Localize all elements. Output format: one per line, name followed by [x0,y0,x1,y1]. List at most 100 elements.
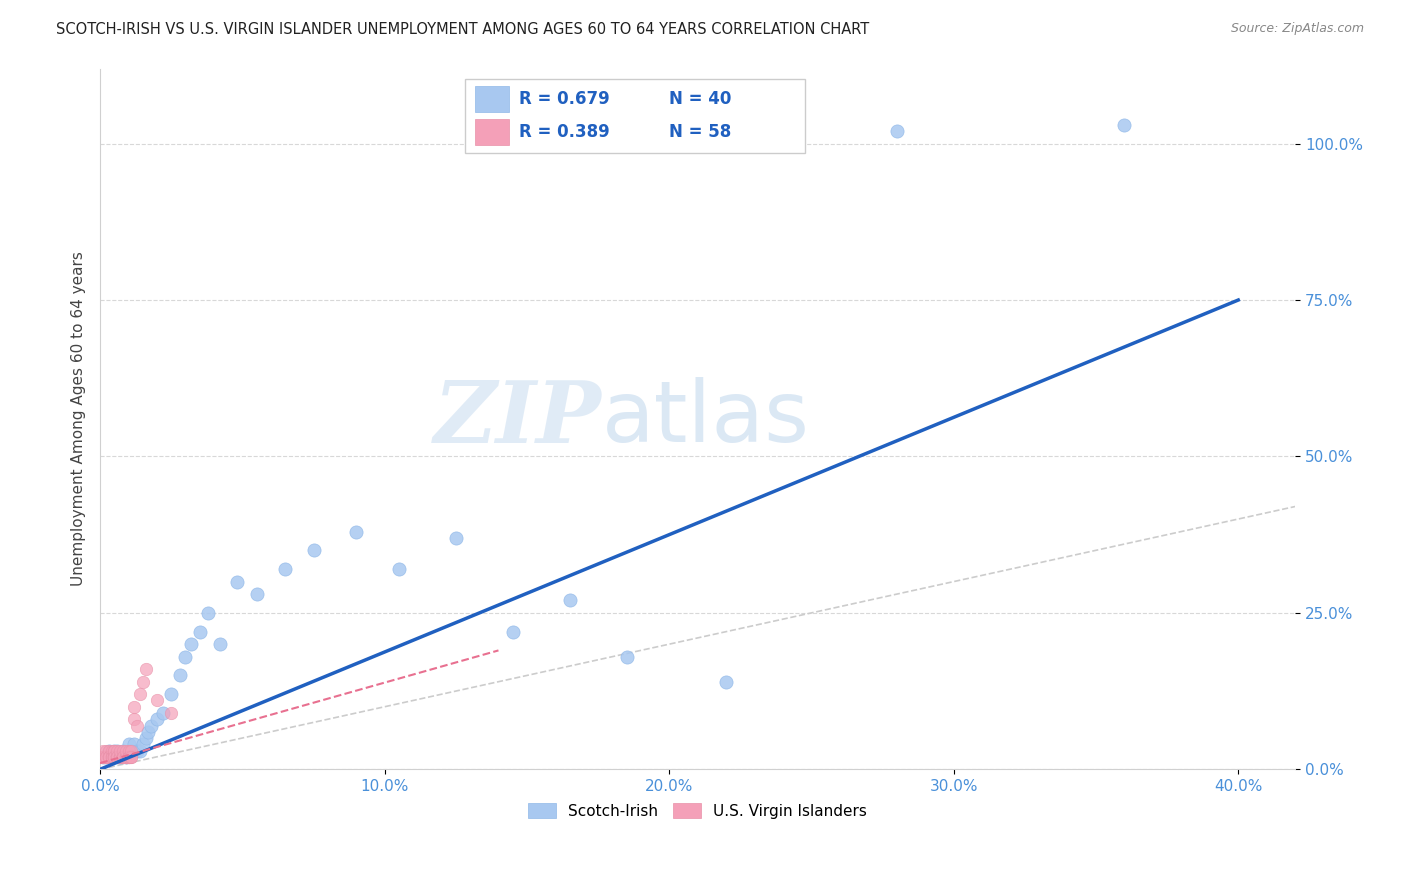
Point [197,606,219,620]
Point [103,749,125,764]
Point [103,743,125,757]
Point [97,743,120,757]
Point [103,749,125,764]
Y-axis label: Unemployment Among Ages 60 to 64 years: Unemployment Among Ages 60 to 64 years [72,252,86,586]
Point [246,587,269,601]
Point [117,749,139,764]
Point [120,743,142,757]
Text: SCOTCH-IRISH VS U.S. VIRGIN ISLANDER UNEMPLOYMENT AMONG AGES 60 TO 64 YEARS CORR: SCOTCH-IRISH VS U.S. VIRGIN ISLANDER UNE… [56,22,869,37]
Point [208,637,231,651]
Point [91,749,114,764]
Point [886,124,908,138]
Point [97,743,120,757]
Point [100,749,122,764]
Point [100,743,122,757]
Point [111,749,134,764]
Point [94,749,117,764]
Point [117,749,139,764]
Point [108,749,131,764]
Point [122,737,145,751]
Point [141,718,163,732]
Point [111,749,134,764]
Point [120,743,142,757]
Point [103,749,125,764]
Point [138,724,160,739]
Point [122,699,145,714]
Legend: Scotch-Irish, U.S. Virgin Islanders: Scotch-Irish, U.S. Virgin Islanders [522,797,873,825]
Point [146,693,169,707]
Point [146,712,169,726]
Point [108,749,131,764]
Point [120,749,142,764]
Point [105,743,128,757]
Point [111,743,134,757]
Point [91,743,114,757]
Point [105,743,128,757]
Point [225,574,247,589]
Point [122,712,145,726]
Point [117,737,139,751]
Point [97,749,120,764]
Point [111,743,134,757]
Point [274,562,297,576]
Point [135,662,157,676]
Point [114,743,136,757]
Point [103,749,125,764]
Point [108,749,131,764]
Point [91,749,114,764]
Point [117,743,139,757]
Point [114,749,136,764]
Point [100,749,122,764]
Point [114,749,136,764]
Point [127,718,149,732]
Point [152,706,174,720]
Point [91,749,114,764]
Point [111,749,134,764]
Point [117,749,139,764]
Point [105,749,128,764]
Point [129,687,152,701]
Point [616,649,638,664]
Point [103,743,125,757]
Text: ZIP: ZIP [434,377,602,460]
Point [129,743,152,757]
Point [132,737,155,751]
Point [169,668,191,682]
Point [105,749,128,764]
Point [94,749,117,764]
Point [90,749,112,764]
Point [114,749,136,764]
Point [103,743,125,757]
Point [558,593,581,607]
Point [135,731,157,745]
Point [97,749,120,764]
Point [714,674,737,689]
Text: atlas: atlas [602,377,810,460]
Point [132,674,155,689]
Point [127,743,149,757]
Point [94,749,117,764]
Point [388,562,411,576]
Point [180,637,202,651]
Point [444,531,467,545]
Point [117,749,139,764]
Point [97,749,120,764]
Point [100,749,122,764]
Point [502,624,524,639]
Point [94,749,117,764]
Point [105,749,128,764]
Point [94,743,117,757]
Point [114,749,136,764]
Point [111,749,134,764]
Point [160,706,183,720]
Point [120,749,142,764]
Point [188,624,211,639]
Point [108,743,131,757]
Text: Source: ZipAtlas.com: Source: ZipAtlas.com [1230,22,1364,36]
Point [302,543,325,558]
Point [344,524,367,539]
Point [103,749,125,764]
Point [105,749,128,764]
Point [117,749,139,764]
Point [160,687,183,701]
